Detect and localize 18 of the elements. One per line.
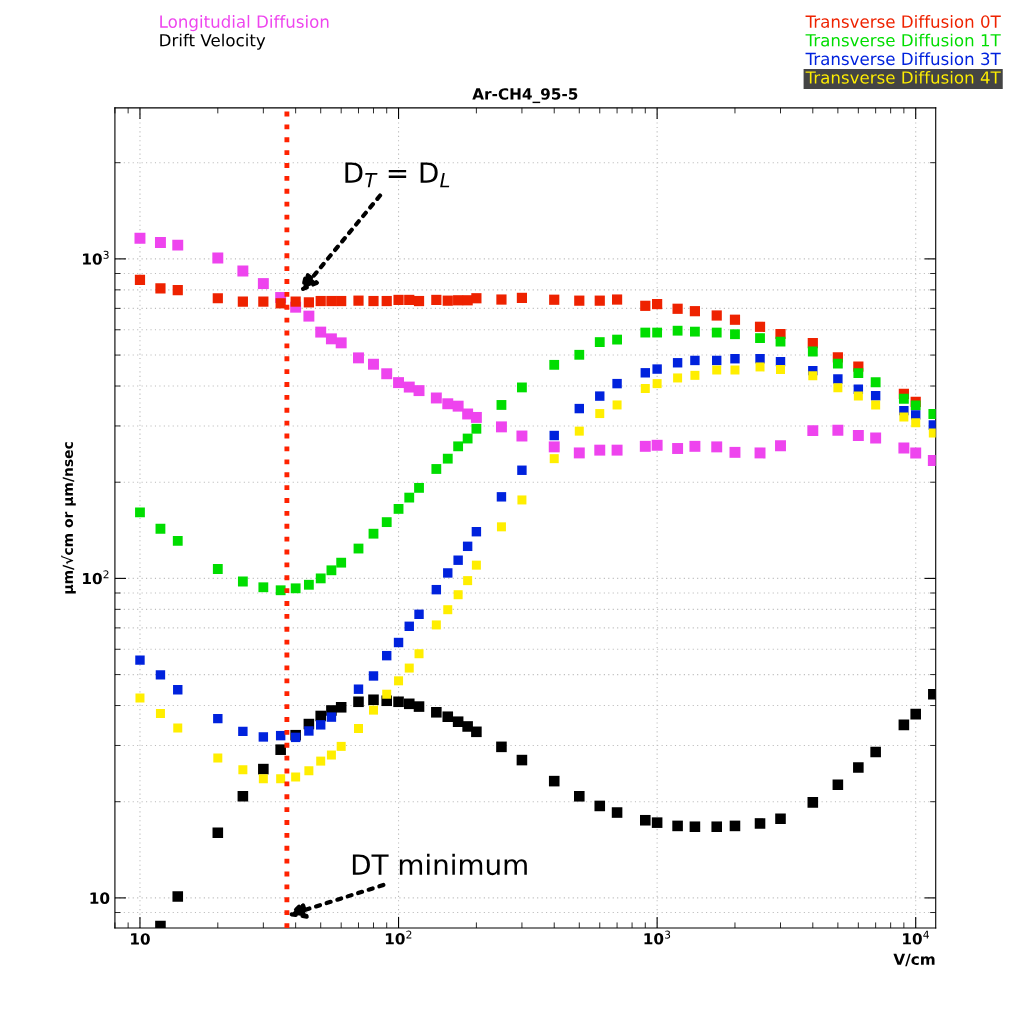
text: Longitudial Diffusion (160, 15, 329, 32)
text: Drift Velocity (160, 33, 266, 50)
annotation: DT minimum (352, 853, 527, 876)
text: Transverse Diffusion 3T (805, 52, 1001, 66)
y-tick-label: 10$^{3}$ (83, 250, 109, 265)
y-tick-label: 10$^{2}$ (83, 570, 109, 585)
chart-title: Ar-CH4_95-5 (472, 88, 578, 104)
x-tick-label: 10$^{2}$ (385, 930, 412, 945)
x-tick-label: 10 (131, 933, 150, 945)
annotation: D$_{T}$ = D$_{L}$ (345, 162, 450, 188)
text: Transverse Diffusion 1T (805, 33, 1001, 47)
y-axis-title: μm/√cm or μm/nsec (61, 442, 76, 594)
x-tick-label: 10$^{4}$ (903, 930, 929, 945)
text: Transverse Diffusion 4T (805, 70, 1001, 84)
x-tick-label: 10$^{3}$ (644, 930, 671, 945)
x-axis-title: V/cm (893, 953, 935, 967)
text: Transverse Diffusion 0T (805, 15, 1001, 28)
y-tick-label: 10 (90, 892, 110, 904)
